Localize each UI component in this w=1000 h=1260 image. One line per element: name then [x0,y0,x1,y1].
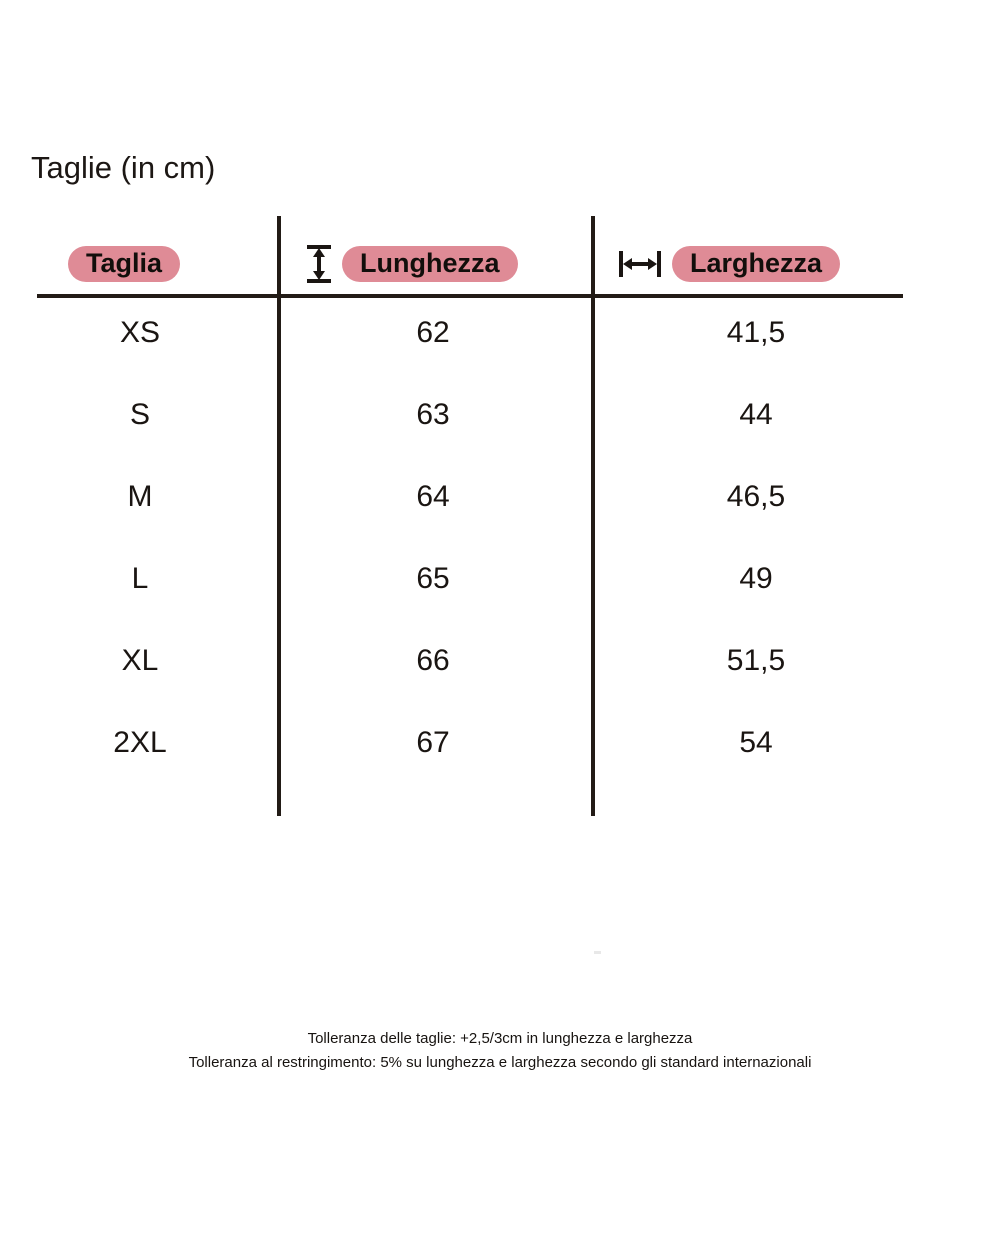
cell-larghezza: 51,5 [726,644,786,677]
vertical-measure-icon [306,244,332,284]
column-header-larghezza: Larghezza [618,240,841,288]
cell-size: L [131,562,149,595]
column-header-taglia: Taglia [68,240,181,288]
cell-larghezza: 54 [739,726,773,759]
column-header-lunghezza: Lunghezza [306,240,518,288]
table-header-divider [37,294,903,298]
horizontal-measure-icon [618,249,662,279]
column-header-larghezza-label: Larghezza [672,245,841,283]
cell-size: XS [119,316,161,349]
tolerance-note-sizes: Tolleranza delle taglie: +2,5/3cm in lun… [307,1030,693,1047]
cell-lunghezza: 62 [416,316,450,349]
scan-artifact [594,951,601,954]
tolerance-notes: Tolleranza delle taglie: +2,5/3cm in lun… [0,1027,1000,1075]
cell-size: M [127,480,153,513]
cell-size: XL [121,644,159,677]
column-header-lunghezza-label: Lunghezza [342,245,518,283]
page-title: Taglie (in cm) [31,150,216,185]
cell-lunghezza: 66 [416,644,450,677]
cell-lunghezza: 65 [416,562,450,595]
table-header-row: Taglia Lunghezza [0,240,1000,288]
tolerance-note-shrinkage: Tolleranza al restringimento: 5% su lung… [188,1054,812,1071]
cell-lunghezza: 64 [416,480,450,513]
cell-size: 2XL [113,726,167,759]
cell-larghezza: 44 [739,398,773,431]
column-header-taglia-label: Taglia [68,245,181,283]
cell-larghezza: 46,5 [726,480,786,513]
cell-size: S [129,398,151,431]
cell-larghezza: 41,5 [726,316,786,349]
column-divider-2 [591,216,595,816]
cell-larghezza: 49 [739,562,773,595]
column-divider-1 [277,216,281,816]
cell-lunghezza: 63 [416,398,450,431]
cell-lunghezza: 67 [416,726,450,759]
